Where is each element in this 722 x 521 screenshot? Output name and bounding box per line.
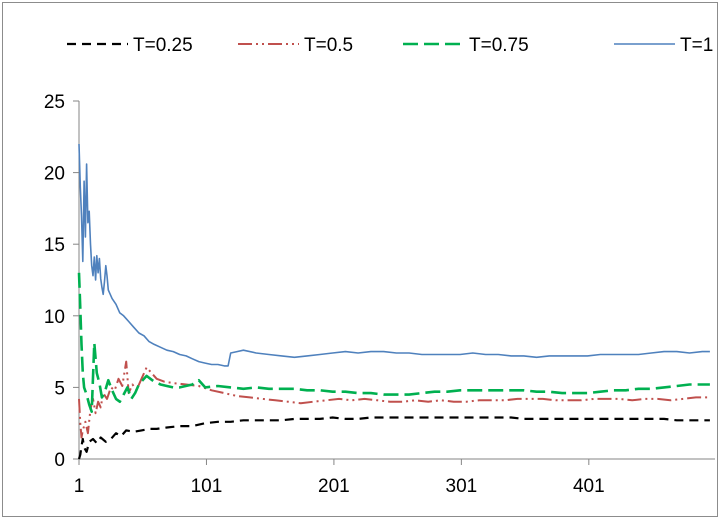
legend-label: T=1 <box>680 35 713 56</box>
y-tick-label: 20 <box>44 164 65 185</box>
legend: T=0.25 T=0.5 T=0.75 T=1 <box>67 35 713 56</box>
x-tick-label: 301 <box>446 476 478 497</box>
y-tick-label: 10 <box>44 307 65 328</box>
x-tick-label: 1 <box>74 476 85 497</box>
x-tick-label: 401 <box>573 476 605 497</box>
x-tick-label: 101 <box>191 476 223 497</box>
legend-label: T=0.5 <box>304 35 353 56</box>
y-tick-label: 0 <box>54 450 65 471</box>
series-line-t-1 <box>78 143 710 367</box>
series-layer <box>77 143 710 460</box>
series-line-t-0-5 <box>78 360 710 439</box>
series-line-t-0-25 <box>77 416 710 460</box>
x-tick-label: 201 <box>318 476 350 497</box>
y-tick-label: 5 <box>54 378 65 399</box>
legend-label: T=0.75 <box>469 35 529 56</box>
legend-label: T=0.25 <box>133 35 193 56</box>
axes: 0 5 10 15 20 25 1 101 201 301 401 <box>44 92 715 497</box>
y-tick-label: 25 <box>44 92 65 113</box>
series-line-t-0-75 <box>77 272 710 413</box>
y-tick-label: 15 <box>44 235 65 256</box>
